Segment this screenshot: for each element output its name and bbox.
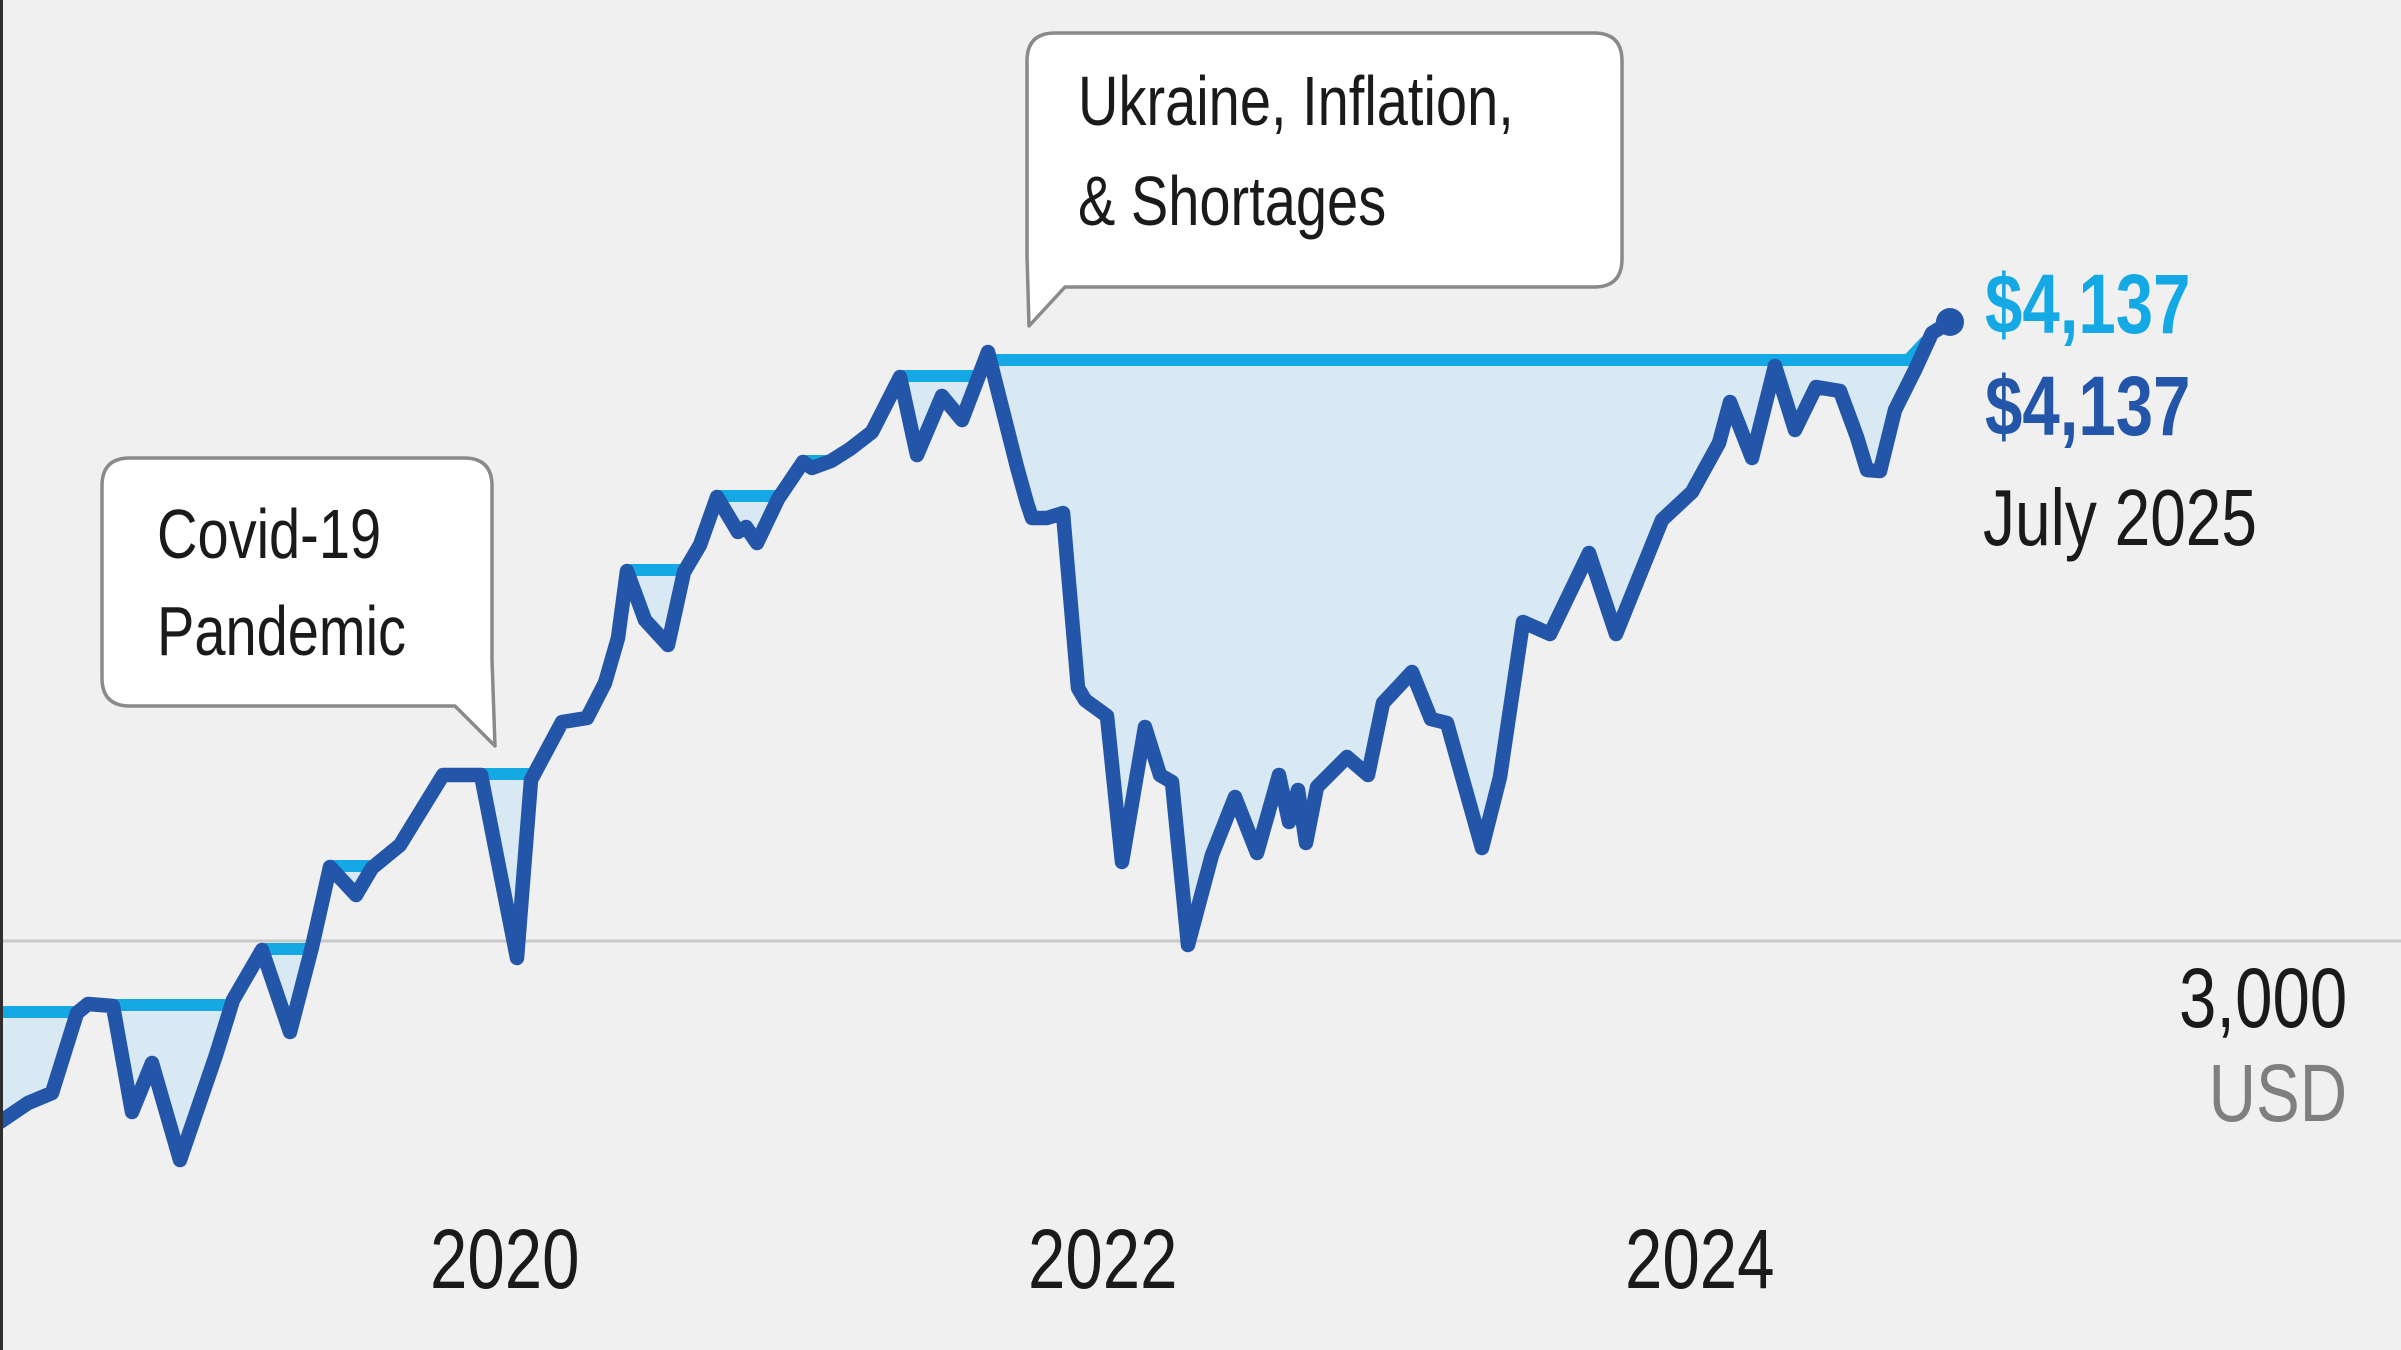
current-value-label: $4,137 [1985,257,2191,351]
ukraine-callout-line2: & Shortages [1078,162,1387,240]
ukraine-callout-bubble [1025,31,1624,328]
screen-left-edge [0,0,3,1350]
ukraine-callout-line1: Ukraine, Inflation, [1078,62,1514,140]
covid-callout-bubble [100,456,497,748]
x-tick-2022: 2022 [1028,1212,1178,1306]
covid-callout-line1: Covid-19 [157,495,382,573]
drawdown-fill-6 [717,496,779,543]
peak-value-label: $4,137 [1985,359,2191,453]
covid-callout-text: Covid-19 Pandemic [157,486,406,680]
drawdown-fill-9 [988,357,1917,945]
gridline-value-label: 3,000 [2178,951,2347,1045]
x-tick-2020: 2020 [430,1212,580,1306]
drawdown-fill-0 [0,1012,78,1122]
covid-callout-line2: Pandemic [157,592,407,670]
high-water-line-9 [988,336,1931,366]
drawdown-fill-1 [113,1005,231,1160]
gridline-unit-label: USD [2208,1048,2347,1139]
ukraine-callout-text: Ukraine, Inflation, & Shortages [1078,51,1514,251]
end-date-label: July 2025 [1983,473,2257,562]
end-point-dot [1936,308,1964,336]
price-line [0,314,1958,1168]
x-tick-2024: 2024 [1625,1212,1775,1306]
